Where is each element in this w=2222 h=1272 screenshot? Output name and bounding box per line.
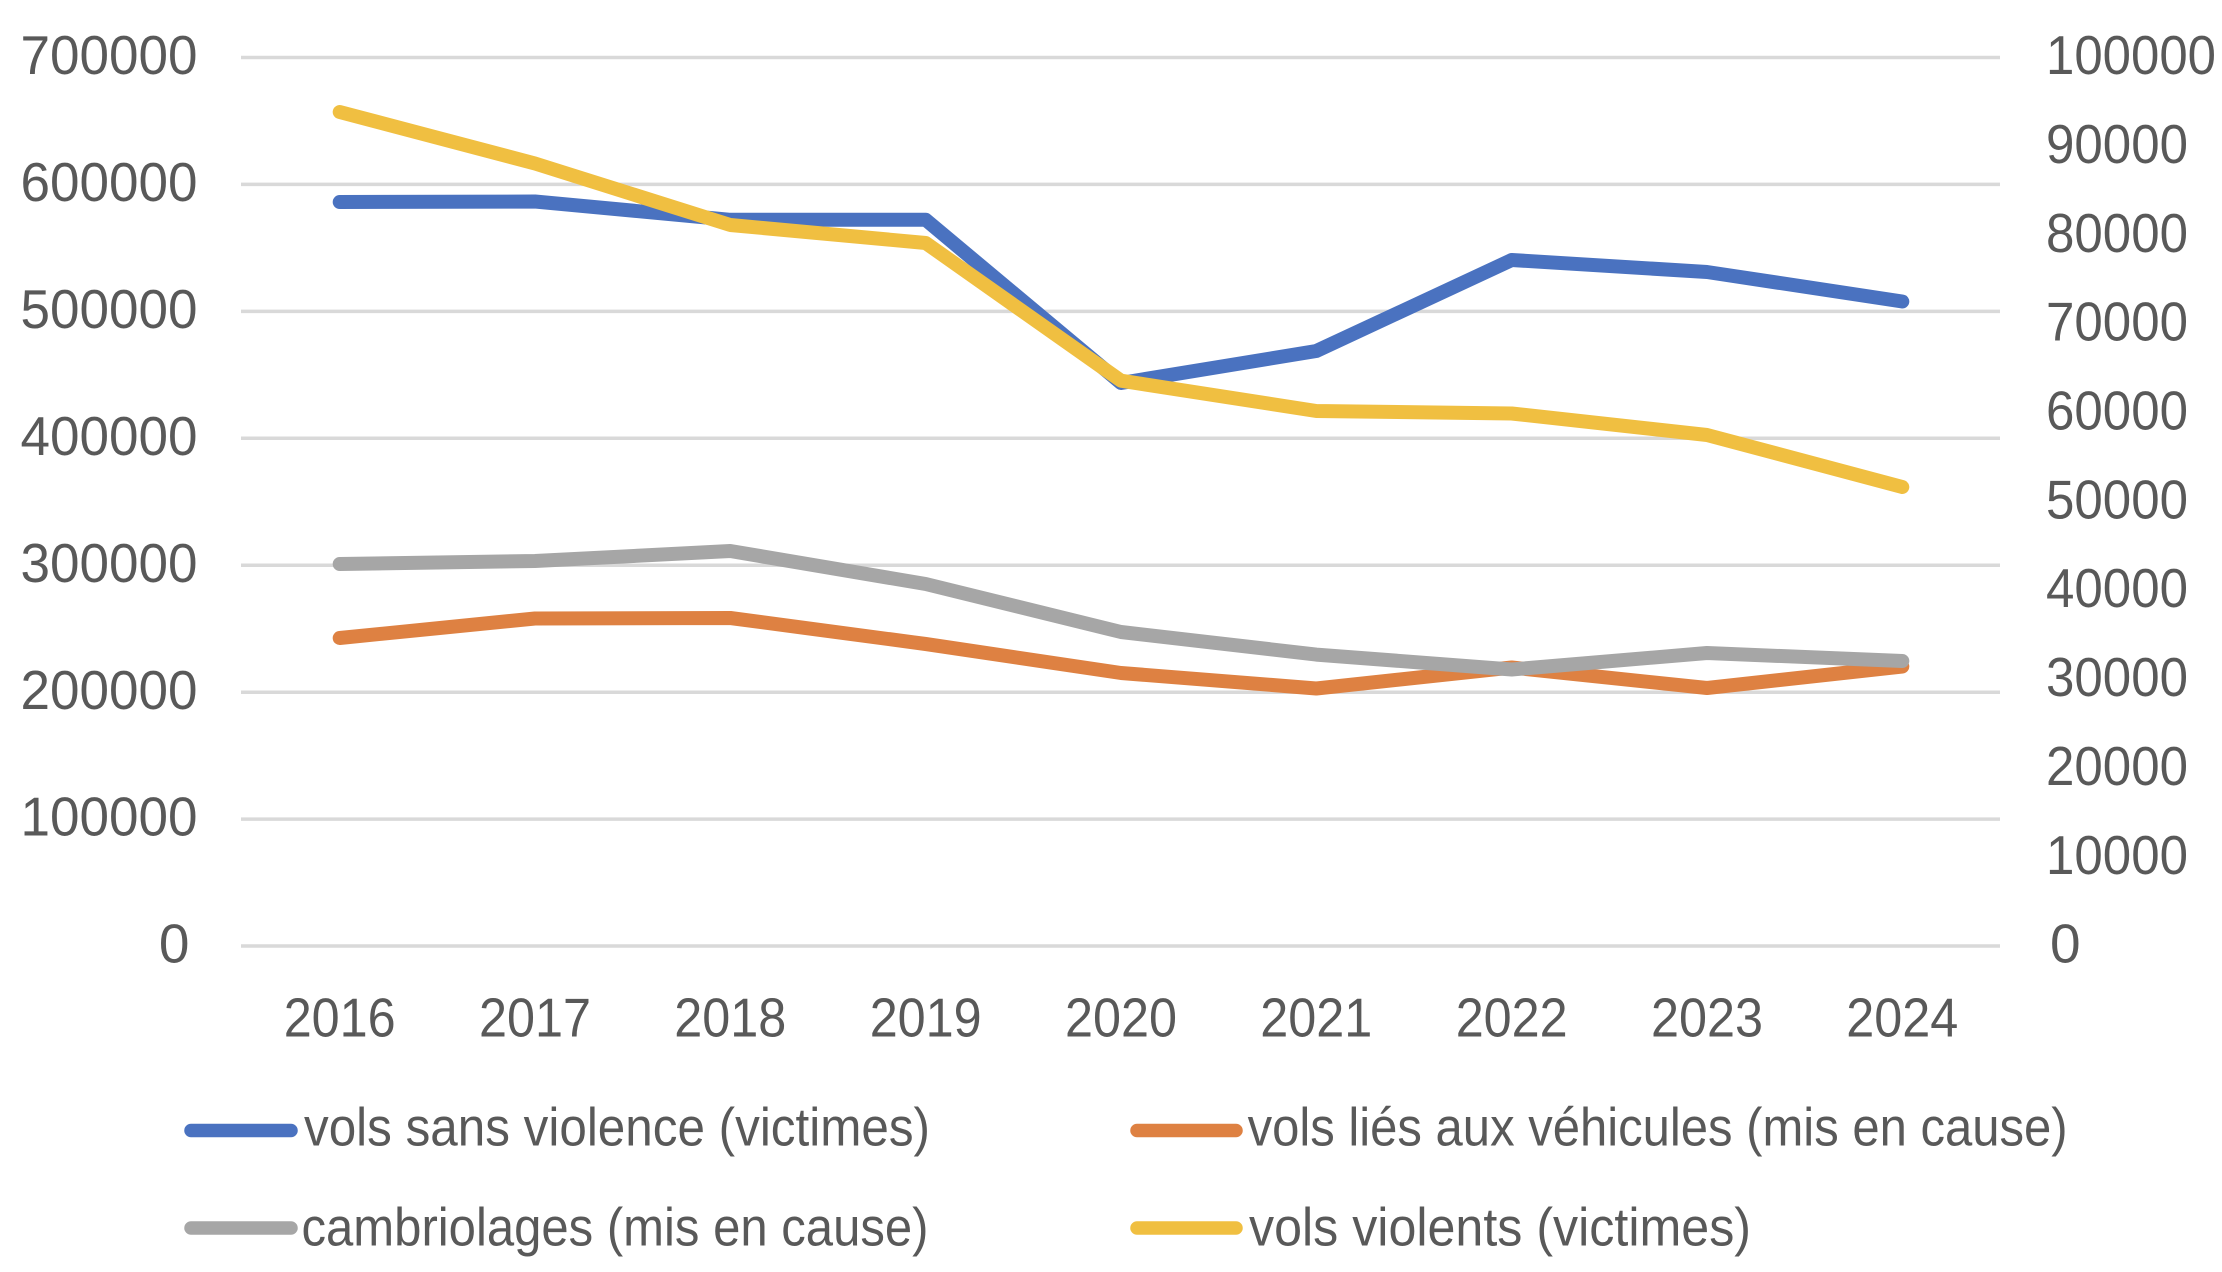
- svg-text:2020: 2020: [1065, 986, 1177, 1048]
- svg-text:2019: 2019: [870, 986, 982, 1048]
- svg-text:2022: 2022: [1456, 986, 1568, 1048]
- svg-text:50000: 50000: [2046, 468, 2188, 530]
- svg-text:60000: 60000: [2046, 380, 2188, 442]
- svg-text:30000: 30000: [2046, 646, 2188, 708]
- svg-text:20000: 20000: [2046, 735, 2188, 797]
- svg-text:500000: 500000: [21, 278, 198, 340]
- svg-text:vols liés aux véhicules (mis e: vols liés aux véhicules (mis en cause): [1248, 1097, 2068, 1157]
- svg-text:vols violents (victimes): vols violents (victimes): [1249, 1197, 1751, 1257]
- svg-text:700000: 700000: [21, 24, 198, 86]
- svg-text:cambriolages (mis en cause): cambriolages (mis en cause): [302, 1197, 929, 1257]
- svg-text:2023: 2023: [1651, 986, 1763, 1048]
- svg-text:600000: 600000: [21, 151, 198, 213]
- svg-text:vols sans violence (victimes): vols sans violence (victimes): [304, 1097, 930, 1157]
- svg-text:200000: 200000: [21, 659, 198, 721]
- svg-text:100000: 100000: [21, 786, 198, 848]
- svg-text:2016: 2016: [284, 986, 396, 1048]
- svg-text:10000: 10000: [2046, 824, 2188, 886]
- svg-text:2021: 2021: [1260, 986, 1372, 1048]
- svg-text:70000: 70000: [2046, 291, 2188, 353]
- svg-text:400000: 400000: [21, 405, 198, 467]
- svg-text:2024: 2024: [1846, 986, 1958, 1048]
- svg-text:300000: 300000: [21, 532, 198, 594]
- svg-text:0: 0: [2050, 913, 2081, 975]
- svg-text:80000: 80000: [2046, 202, 2188, 264]
- svg-text:100000: 100000: [2046, 24, 2216, 86]
- svg-text:40000: 40000: [2046, 557, 2188, 619]
- svg-text:90000: 90000: [2046, 113, 2188, 175]
- svg-text:0: 0: [159, 913, 190, 975]
- svg-text:2018: 2018: [674, 986, 786, 1048]
- svg-text:2017: 2017: [479, 986, 591, 1048]
